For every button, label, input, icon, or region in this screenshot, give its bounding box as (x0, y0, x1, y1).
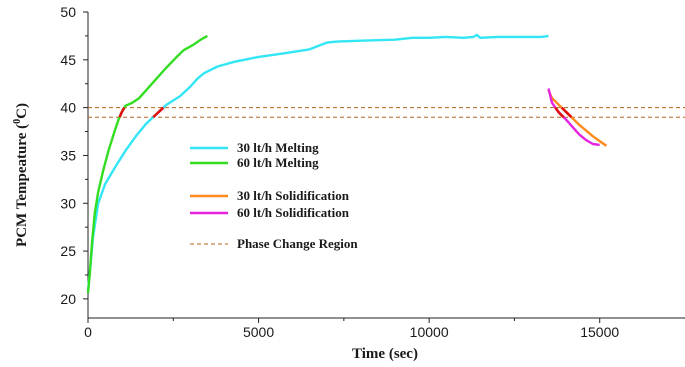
phase-highlight-segment (120, 106, 126, 113)
series-layer (86, 33, 608, 294)
y-tick-label: 40 (60, 100, 76, 116)
y-axis-title-main: PCM Tempeature ( (14, 124, 30, 247)
legend-label: 30 lt/h Solidification (237, 188, 350, 203)
phase-highlight-segment (118, 110, 124, 118)
phase-highlight-segment (560, 106, 567, 113)
phase-change-lines (88, 107, 685, 118)
x-axis-title: Time (sec) (352, 346, 418, 362)
y-tick-label: 30 (60, 195, 76, 211)
x-tick-label: 15000 (580, 324, 619, 340)
y-axis-ticks: 20 25 30 35 40 45 50 (60, 4, 88, 307)
y-axis-title-suffix: C) (14, 103, 30, 119)
legend-label: Phase Change Region (237, 236, 358, 251)
y-tick-label: 45 (60, 52, 76, 68)
y-tick-label: 25 (60, 243, 76, 259)
y-tick-label: 50 (60, 4, 76, 20)
x-tick-label: 10000 (410, 324, 449, 340)
x-tick-label: 0 (84, 324, 92, 340)
x-tick-label: 5000 (243, 324, 274, 340)
series-line-1 (86, 33, 549, 292)
phase-highlight-segment (155, 106, 165, 116)
legend-label: 60 lt/h Solidification (237, 205, 350, 220)
legend-label: 60 lt/h Melting (237, 155, 319, 170)
phase-highlight-segment (557, 111, 565, 119)
y-axis-title-sup: 0 (12, 119, 23, 124)
plot-frame (87, 12, 685, 319)
series-line-3 (547, 89, 608, 147)
phase-highlight-segment (554, 106, 560, 114)
phase-highlight-segment (152, 113, 158, 119)
y-axis-title: PCM Tempeature (0C) (12, 103, 30, 247)
series-line-4 (547, 88, 600, 147)
y-tick-label: 35 (60, 147, 76, 163)
phase-highlight-segment (564, 110, 573, 119)
legend-label: 30 lt/h Melting (237, 140, 319, 155)
x-axis-ticks: 0 5000 10000 15000 (84, 318, 619, 340)
series-line-2 (86, 34, 208, 294)
y-tick-label: 20 (60, 291, 76, 307)
